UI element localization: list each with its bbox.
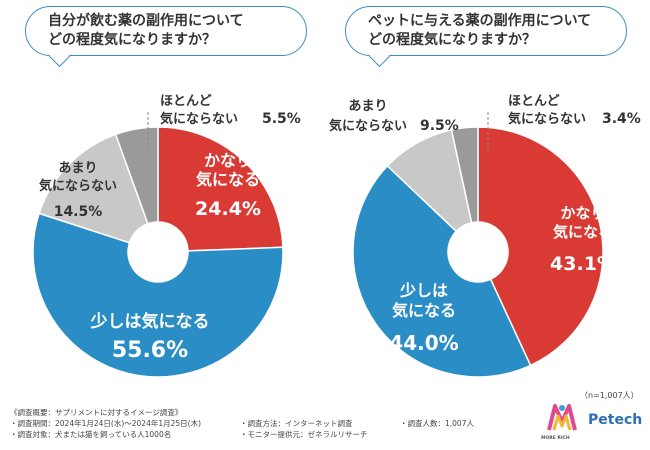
left-question-line-2: どの程度気になりますか？ <box>48 32 216 48</box>
left-question-line-1: 自分が飲む薬の副作用について <box>48 13 244 29</box>
footer-target: ・調査対象：犬または猫を飼っている人1000名 <box>10 430 172 439</box>
chart1-label-2-line-1: 少しは気になる <box>90 311 210 332</box>
chart1-label-3-line-1: あまり <box>58 161 97 176</box>
chart1-value-2: 55.6% <box>112 338 188 363</box>
chart1-slice-4 <box>114 126 159 225</box>
sample-size-note: （n=1,007人） <box>580 391 639 400</box>
chart1-label-1-line-2: 気になる <box>196 170 260 189</box>
chart1-label-4-line-2: 気にならない <box>160 111 238 127</box>
left-question-bubble: 自分が飲む薬の副作用について どの程度気になりますか？ <box>25 6 307 56</box>
chart2-label-2-line-2: 気になる <box>392 301 456 320</box>
more-rich-logo-text: MORE RICH <box>541 436 570 441</box>
chart2-slice-2 <box>352 164 532 378</box>
chart2-slice-3 <box>386 128 473 233</box>
footer-period: ・調査期間：2024年1月24日(水)～2024年1月25日(木) <box>10 419 202 428</box>
chart2-label-4-line-1: ほとんど <box>508 94 560 109</box>
chart1-value-4: 5.5% <box>262 111 301 127</box>
chart2-label-3-line-2: 気にならない <box>329 118 407 134</box>
chart2-slice-1 <box>477 126 604 367</box>
footer-overview: 《調査概要：サプリメントに対するイメージ調査》 <box>10 408 183 417</box>
chart1-label-1-line-1: かなり <box>204 151 252 170</box>
chart1-label-3-line-2: 気にならない <box>39 178 117 194</box>
chart1-label-4-line-1: ほとんど <box>160 94 212 109</box>
chart2-label-2-line-1: 少しは <box>399 281 448 300</box>
chart2-value-3: 9.5% <box>420 118 459 134</box>
chart2-slice-4 <box>450 126 479 224</box>
footer-method: ・調査方法：インターネット調査 <box>240 419 353 428</box>
chart2-label-3-line-1: あまり <box>348 99 387 114</box>
right-question-line-2: どの程度気になりますか？ <box>368 32 536 48</box>
chart1-slice-2 <box>32 212 284 378</box>
chart2-value-1: 43.1% <box>550 253 616 275</box>
chart2-label-1-line-2: 気になる <box>553 223 613 241</box>
chart1-slice-3 <box>38 133 149 244</box>
chart1-value-1: 24.4% <box>195 198 261 220</box>
chart1-value-3: 14.5% <box>54 204 103 220</box>
more-rich-logo-icon <box>547 404 577 431</box>
chart2-value-2: 44.0% <box>389 331 458 355</box>
chart2-label-4-line-2: 気にならない <box>508 111 586 127</box>
petech-logo: Petech <box>588 412 643 428</box>
chart2-value-4: 3.4% <box>602 111 641 127</box>
chart1-slice-1 <box>157 126 284 252</box>
footer-provider: ・モニター提供元：ゼネラルリサーチ <box>240 430 368 439</box>
right-question-line-1: ペットに与える薬の副作用について <box>368 13 592 29</box>
right-question-bubble: ペットに与える薬の副作用について どの程度気になりますか？ <box>345 6 627 56</box>
footer-count: ・調査人数：1,007人 <box>400 419 474 428</box>
chart2-label-1-line-1: かなり <box>560 204 605 222</box>
